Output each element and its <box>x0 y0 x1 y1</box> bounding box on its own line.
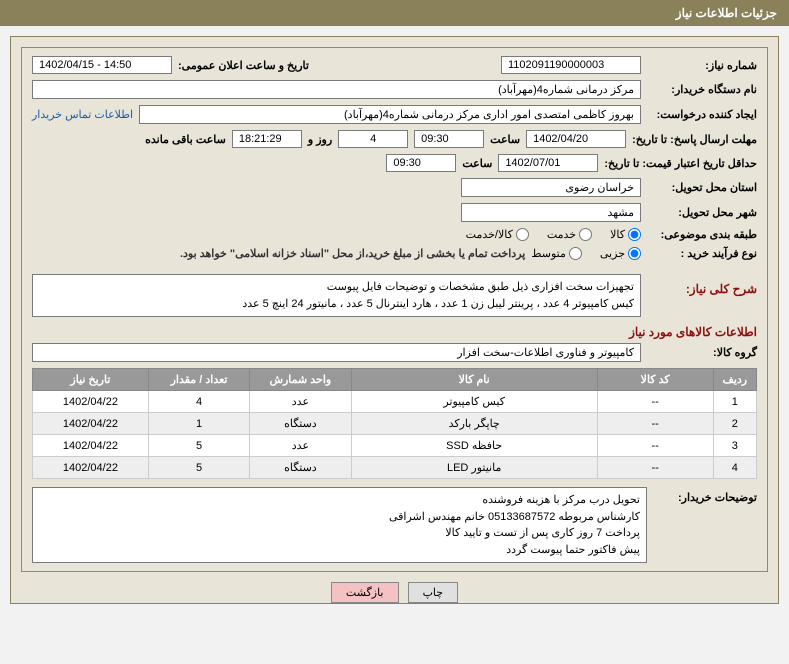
radio-medium-input[interactable] <box>569 247 582 260</box>
days-label: روز و <box>308 133 332 146</box>
cell-code: -- <box>597 413 713 435</box>
validity-date-field: 1402/07/01 <box>498 154 598 172</box>
category-radio-group: کالا خدمت کالا/خدمت <box>466 228 641 241</box>
cell-qty: 4 <box>148 391 249 413</box>
process-label: نوع فرآیند خرید : <box>647 247 757 260</box>
th-row: ردیف <box>713 369 756 391</box>
validity-label: حداقل تاریخ اعتبار قیمت: تا تاریخ: <box>604 157 757 170</box>
cell-date: 1402/04/22 <box>33 435 149 457</box>
radio-goods-input[interactable] <box>628 228 641 241</box>
buyer-notes-field: تحویل درب مرکز با هزینه فروشنده کارشناس … <box>32 487 647 563</box>
deadline-date-field: 1402/04/20 <box>526 130 626 148</box>
th-code: کد کالا <box>597 369 713 391</box>
cell-qty: 5 <box>148 435 249 457</box>
announce-label: تاریخ و ساعت اعلان عمومی: <box>178 59 309 72</box>
time-remain-field: 18:21:29 <box>232 130 302 148</box>
deadline-time-field: 09:30 <box>414 130 484 148</box>
print-button[interactable]: چاپ <box>408 582 459 603</box>
group-field: کامپیوتر و فناوری اطلاعات-سخت افزار <box>32 343 641 362</box>
cell-row: 1 <box>713 391 756 413</box>
radio-medium[interactable]: متوسط <box>531 247 582 260</box>
th-qty: تعداد / مقدار <box>148 369 249 391</box>
cell-code: -- <box>597 435 713 457</box>
validity-time-field: 09:30 <box>386 154 456 172</box>
button-row: چاپ بازگشت <box>11 582 778 603</box>
radio-service[interactable]: خدمت <box>547 228 592 241</box>
buyer-org-field: مرکز درمانی شماره4(مهرآباد) <box>32 80 641 99</box>
cell-unit: دستگاه <box>250 413 351 435</box>
buyer-notes-label: توضیحات خریدار: <box>647 487 757 504</box>
cell-date: 1402/04/22 <box>33 391 149 413</box>
th-date: تاریخ نیاز <box>33 369 149 391</box>
announce-field: 1402/04/15 - 14:50 <box>32 56 172 74</box>
summary-label: شرح کلی نیاز: <box>647 282 757 296</box>
time-label-2: ساعت <box>462 157 492 170</box>
days-remain-field: 4 <box>338 130 408 148</box>
deadline-label: مهلت ارسال پاسخ: تا تاریخ: <box>632 133 757 146</box>
table-row: 2--چاپگر بارکددستگاه11402/04/22 <box>33 413 757 435</box>
radio-both[interactable]: کالا/خدمت <box>466 228 529 241</box>
page-title: جزئیات اطلاعات نیاز <box>676 6 777 20</box>
goods-table: ردیف کد کالا نام کالا واحد شمارش تعداد /… <box>32 368 757 479</box>
contact-link[interactable]: اطلاعات تماس خریدار <box>32 108 133 121</box>
city-field: مشهد <box>461 203 641 222</box>
cell-date: 1402/04/22 <box>33 413 149 435</box>
table-header-row: ردیف کد کالا نام کالا واحد شمارش تعداد /… <box>33 369 757 391</box>
province-field: خراسان رضوی <box>461 178 641 197</box>
payment-note: پرداخت تمام یا بخشی از مبلغ خرید،از محل … <box>180 247 525 260</box>
requester-label: ایجاد کننده درخواست: <box>647 108 757 121</box>
radio-goods[interactable]: کالا <box>610 228 641 241</box>
radio-both-input[interactable] <box>516 228 529 241</box>
cell-qty: 1 <box>148 413 249 435</box>
cell-qty: 5 <box>148 457 249 479</box>
main-panel: شماره نیاز: 1102091190000003 تاریخ و ساع… <box>10 36 779 604</box>
radio-small-input[interactable] <box>628 247 641 260</box>
cell-unit: عدد <box>250 435 351 457</box>
th-unit: واحد شمارش <box>250 369 351 391</box>
radio-service-input[interactable] <box>579 228 592 241</box>
radio-small[interactable]: جزیی <box>600 247 641 260</box>
time-label-1: ساعت <box>490 133 520 146</box>
summary-field: تجهیزات سخت افزاری ذیل طبق مشخصات و توضی… <box>32 274 641 317</box>
details-panel: شماره نیاز: 1102091190000003 تاریخ و ساع… <box>21 47 768 572</box>
requester-field: بهروز کاظمی امتصدی امور اداری مرکز درمان… <box>139 105 641 124</box>
cell-name: کیس کامپیوتر <box>351 391 597 413</box>
table-row: 1--کیس کامپیوترعدد41402/04/22 <box>33 391 757 413</box>
table-row: 3--حافظه SSDعدد51402/04/22 <box>33 435 757 457</box>
group-label: گروه کالا: <box>647 346 757 359</box>
cell-date: 1402/04/22 <box>33 457 149 479</box>
remain-label: ساعت باقی مانده <box>145 133 226 146</box>
cell-unit: عدد <box>250 391 351 413</box>
page-container: جزئیات اطلاعات نیاز شماره نیاز: 11020911… <box>0 0 789 624</box>
cell-code: -- <box>597 391 713 413</box>
cell-name: حافظه SSD <box>351 435 597 457</box>
need-number-field: 1102091190000003 <box>501 56 641 74</box>
goods-section-title: اطلاعات کالاهای مورد نیاز <box>32 325 757 339</box>
page-title-bar: جزئیات اطلاعات نیاز <box>0 0 789 26</box>
cell-unit: دستگاه <box>250 457 351 479</box>
cell-name: مانیتور LED <box>351 457 597 479</box>
cell-name: چاپگر بارکد <box>351 413 597 435</box>
city-label: شهر محل تحویل: <box>647 206 757 219</box>
process-radio-group: جزیی متوسط <box>531 247 641 260</box>
table-row: 4--مانیتور LEDدستگاه51402/04/22 <box>33 457 757 479</box>
cell-row: 3 <box>713 435 756 457</box>
province-label: استان محل تحویل: <box>647 181 757 194</box>
buyer-org-label: نام دستگاه خریدار: <box>647 83 757 96</box>
need-number-label: شماره نیاز: <box>647 59 757 72</box>
cell-code: -- <box>597 457 713 479</box>
cell-row: 2 <box>713 413 756 435</box>
category-label: طبقه بندی موضوعی: <box>647 228 757 241</box>
th-name: نام کالا <box>351 369 597 391</box>
cell-row: 4 <box>713 457 756 479</box>
back-button[interactable]: بازگشت <box>331 582 399 603</box>
